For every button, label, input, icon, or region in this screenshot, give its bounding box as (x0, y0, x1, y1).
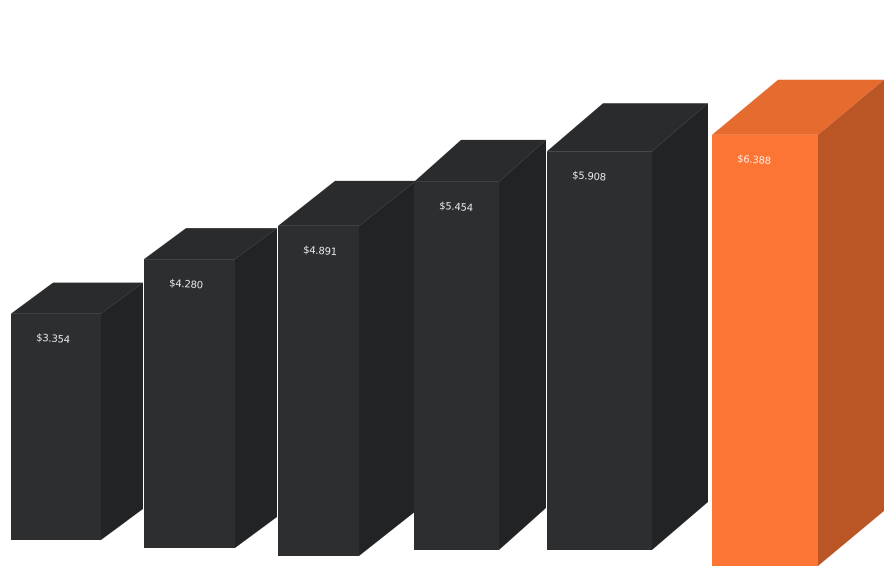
bar-top-face (547, 103, 708, 152)
bar-front-face (712, 134, 818, 566)
bar (11, 282, 143, 540)
bar-front-face (547, 151, 652, 550)
bar-top-face (414, 139, 546, 182)
bar-side-face (652, 103, 708, 551)
labels-group: $3.354 $4.280 $4.891 $5.454 $5.908 $6.388 (36, 154, 771, 346)
bar (278, 180, 416, 557)
bar (144, 228, 277, 548)
bar-value-label: $3.354 (36, 333, 70, 346)
bar-front-face (278, 225, 359, 557)
bar (414, 139, 546, 551)
bar-value-label: $4.891 (303, 245, 337, 258)
bar (547, 103, 708, 551)
bar-top-face (712, 79, 884, 135)
bar (712, 79, 884, 566)
bar-front-face (414, 181, 499, 551)
bars-group (11, 79, 884, 566)
bar-value-label: $5.454 (439, 201, 473, 214)
bar-side-face (499, 139, 546, 551)
bar-front-face (11, 313, 101, 540)
bar-top-face (144, 228, 277, 260)
bar-top-face (278, 180, 416, 226)
bar-side-face (818, 79, 884, 566)
bar-side-face (359, 180, 416, 557)
bar-value-label: $4.280 (169, 278, 203, 291)
bar-side-face (235, 228, 277, 548)
bar-side-face (101, 282, 143, 540)
bar-front-face (144, 259, 235, 548)
bar-value-label: $6.388 (737, 154, 771, 167)
bar-value-label: $5.908 (572, 170, 606, 183)
bar-top-face (11, 282, 143, 314)
